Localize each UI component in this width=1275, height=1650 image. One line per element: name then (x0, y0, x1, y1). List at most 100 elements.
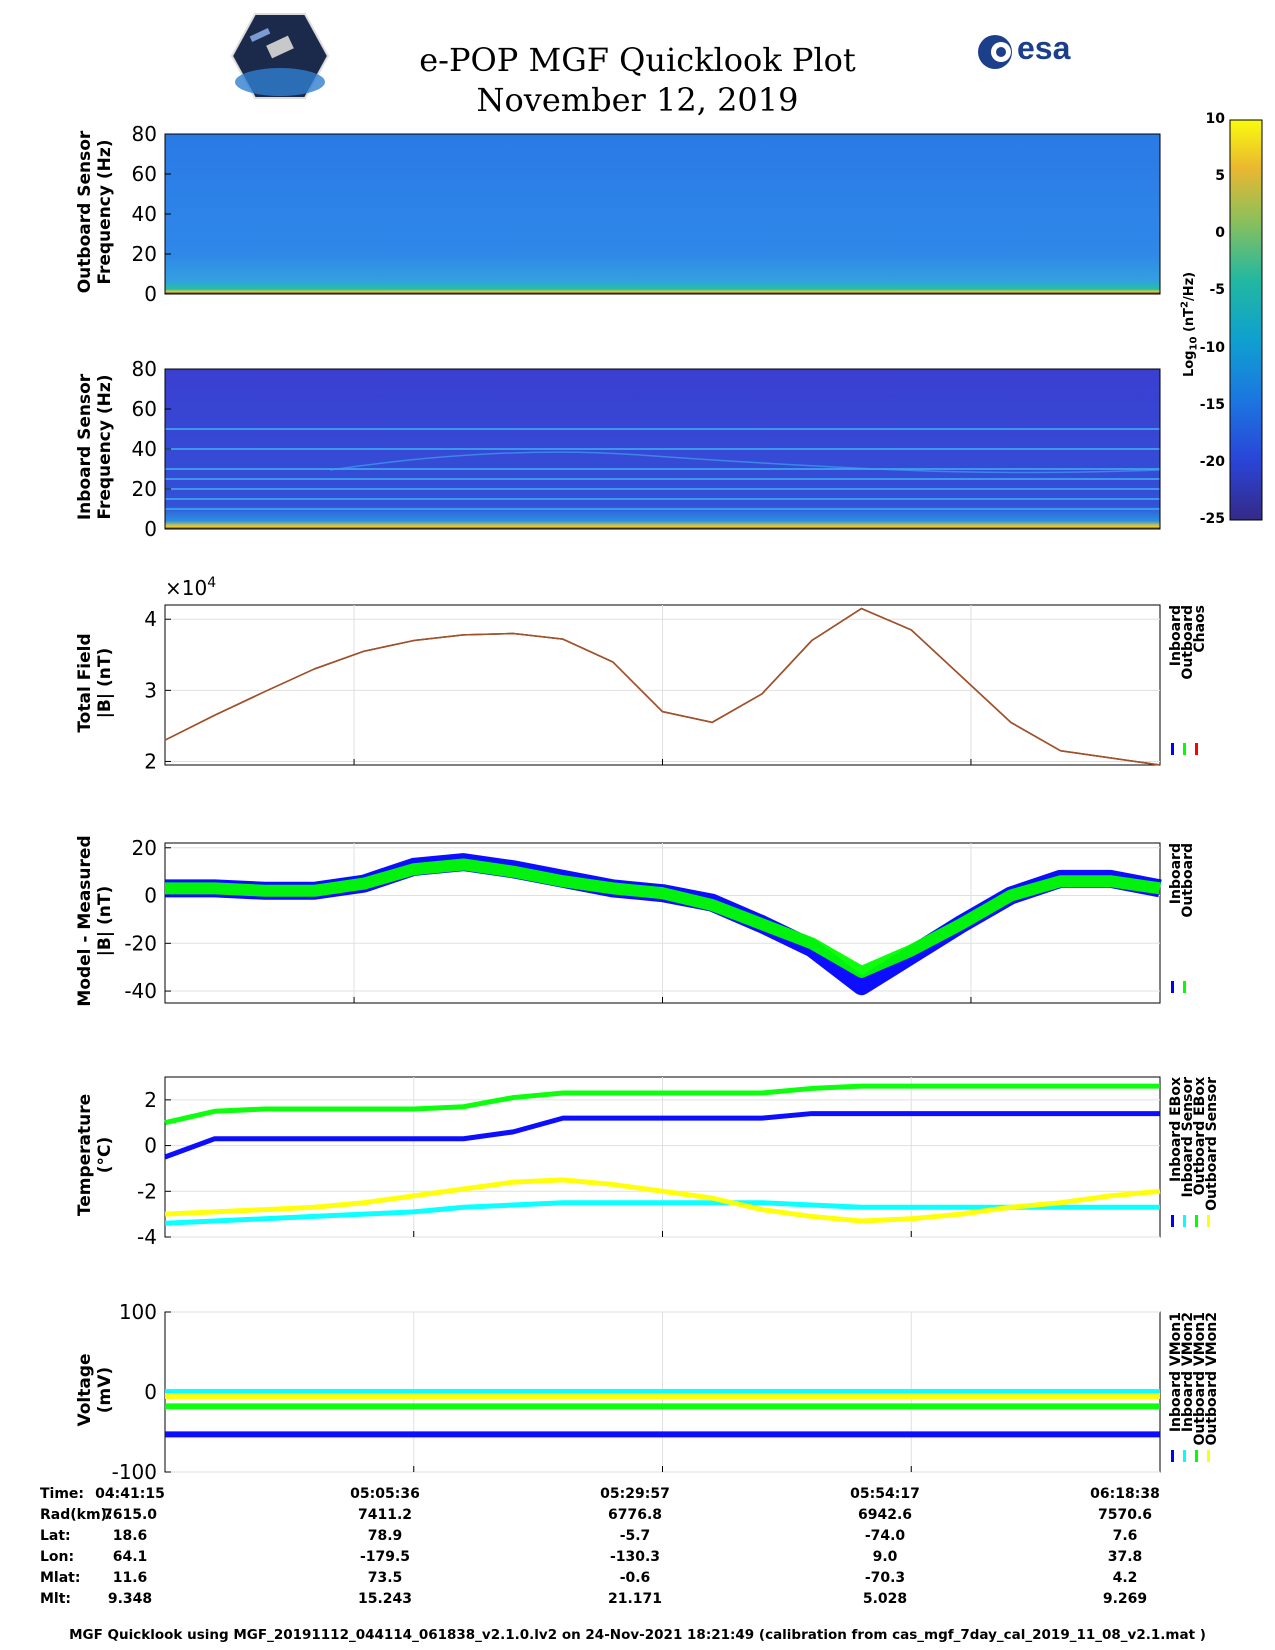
legend-color-mark (1207, 1215, 1210, 1227)
info-cell: 7411.2 (357, 1507, 413, 1523)
y-tick-label: 0 (144, 282, 157, 306)
y-tick-label: 40 (132, 437, 157, 461)
legend-color-mark (1183, 743, 1186, 755)
legend-entry: Outboard Sensor (1204, 1077, 1220, 1211)
legend-entry: Outboard VMon2 (1204, 1312, 1220, 1446)
y-tick-label: 60 (132, 162, 157, 186)
info-row-label: Time: (40, 1486, 85, 1502)
y-tick-label: 0 (144, 884, 157, 908)
y-tick-label: 100 (119, 1300, 157, 1324)
y-tick-label: -100 (112, 1460, 157, 1484)
y-tick-label: 2 (144, 1088, 157, 1112)
info-cell: 73.5 (367, 1570, 403, 1586)
panel-4-legend: Inboard Outboard (1165, 843, 1275, 1003)
info-cell: 21.171 (607, 1591, 663, 1607)
info-cell: 4.2 (1112, 1570, 1138, 1586)
info-cell: 9.348 (107, 1591, 153, 1607)
info-cell: 37.8 (1107, 1549, 1143, 1565)
info-cell: 6776.8 (607, 1507, 663, 1523)
legend-color-mark (1195, 743, 1198, 755)
info-cell: 15.243 (357, 1591, 413, 1607)
info-cell: 9.0 (872, 1549, 898, 1565)
colorbar-tick-label: -20 (1199, 453, 1225, 470)
info-cell: 5.028 (862, 1591, 908, 1607)
info-row-label: Mlat: (40, 1570, 81, 1586)
series-outboard (165, 858, 1161, 978)
plot-date: November 12, 2019 (476, 81, 799, 119)
y-tick-label: 20 (132, 242, 157, 266)
footer-caption: MGF Quicklook using MGF_20191112_044114_… (69, 1627, 1206, 1643)
y-tick-label: 0 (144, 1380, 157, 1404)
info-cell: 11.6 (112, 1570, 148, 1586)
panel-6-legend: Inboard VMon1 Inboard VMon2 Outboard VMon1… (1165, 1312, 1275, 1472)
info-cell: 7.6 (1112, 1528, 1138, 1544)
series-outboard-sensor (164, 1177, 1161, 1224)
y-tick-label: 0 (144, 1134, 157, 1158)
series-chaos (164, 607, 1161, 766)
panel-2-ylabel: Inboard Sensor Frequency (Hz) (75, 373, 115, 521)
esa-logo-text: esa (1017, 30, 1071, 66)
series-inboard-ebox (164, 1111, 1160, 1160)
y-tick-label: -40 (124, 979, 157, 1003)
y-tick-label: 40 (132, 202, 157, 226)
panel-5-legend: Inboard EBox Inboard Sensor Outboard EBox O… (1165, 1077, 1275, 1237)
y-tick-label: 4 (144, 607, 157, 631)
y-tick-label: 80 (132, 357, 157, 381)
y-tick-label: -4 (137, 1225, 157, 1249)
info-row-label: Lat: (40, 1528, 71, 1544)
info-cell: 05:05:36 (350, 1486, 420, 1502)
esa-logo: esa (975, 30, 1095, 75)
colorbar-tick-label: -10 (1199, 339, 1225, 356)
info-cell: 9.269 (1102, 1591, 1148, 1607)
colorbar-tick-label: 10 (1205, 111, 1225, 127)
legend-color-mark (1183, 1450, 1186, 1462)
colorbar-tick-label: 0 (1215, 225, 1225, 242)
info-cell: 05:29:57 (600, 1486, 670, 1502)
cassiope-logo (230, 12, 330, 100)
legend-entry: Chaos (1192, 605, 1208, 653)
colorbar-tick-label: -15 (1199, 396, 1225, 413)
panel-1-ylabel: Outboard Sensor Frequency (Hz) (75, 130, 115, 294)
exponent-label: ×104 (165, 575, 216, 600)
info-cell: -5.7 (619, 1528, 651, 1544)
panel-1-axes (164, 133, 1161, 295)
info-cell: 18.6 (112, 1528, 148, 1544)
series-inboard-sensor (164, 1083, 1160, 1126)
info-cell: -70.3 (864, 1570, 906, 1586)
legend-color-mark (1171, 1215, 1174, 1227)
legend-color-mark (1207, 1450, 1210, 1462)
legend-color-mark (1171, 1450, 1174, 1462)
panel-2-axes (164, 368, 1161, 530)
info-cell: 64.1 (112, 1549, 148, 1565)
y-tick-label: 60 (132, 397, 157, 421)
y-tick-label: -2 (137, 1179, 157, 1203)
y-tick-label: 20 (132, 477, 157, 501)
y-tick-label: 0 (144, 517, 157, 541)
legend-color-mark (1195, 1450, 1198, 1462)
colorbar-tick-label: 5 (1215, 168, 1225, 185)
info-cell: 05:54:17 (850, 1486, 920, 1502)
y-tick-label: 20 (132, 836, 157, 860)
y-tick-label: -20 (124, 931, 157, 955)
legend-color-mark (1171, 743, 1174, 755)
y-tick-label: 3 (144, 678, 157, 702)
info-cell: -130.3 (609, 1549, 661, 1565)
panel-5-ylabel: Temperature (°C) (75, 1093, 115, 1217)
y-tick-label: 2 (144, 749, 157, 773)
info-row-label: Mlt: (40, 1591, 72, 1607)
legend-color-mark (1195, 1215, 1198, 1227)
legend-color-mark (1183, 1215, 1186, 1227)
info-cell: -74.0 (864, 1528, 906, 1544)
legend-color-mark (1183, 981, 1186, 993)
colorbar-tick-label: -25 (1199, 511, 1225, 527)
info-cell: 7570.6 (1097, 1507, 1153, 1523)
info-cell: 04:41:15 (95, 1486, 165, 1502)
info-cell: 06:18:38 (1090, 1486, 1160, 1502)
panel-6-ylabel: Voltage (mV) (75, 1353, 115, 1427)
panel-4-ylabel: Model - Measured |B| (nT) (75, 835, 115, 1007)
colorbar-tick-label: -5 (1209, 282, 1225, 299)
panel-3-ylabel: Total Field |B| (nT) (75, 633, 115, 733)
plot-title: e-POP MGF Quicklook Plot (419, 41, 856, 79)
info-cell: 78.9 (367, 1528, 403, 1544)
info-cell: -0.6 (619, 1570, 651, 1586)
